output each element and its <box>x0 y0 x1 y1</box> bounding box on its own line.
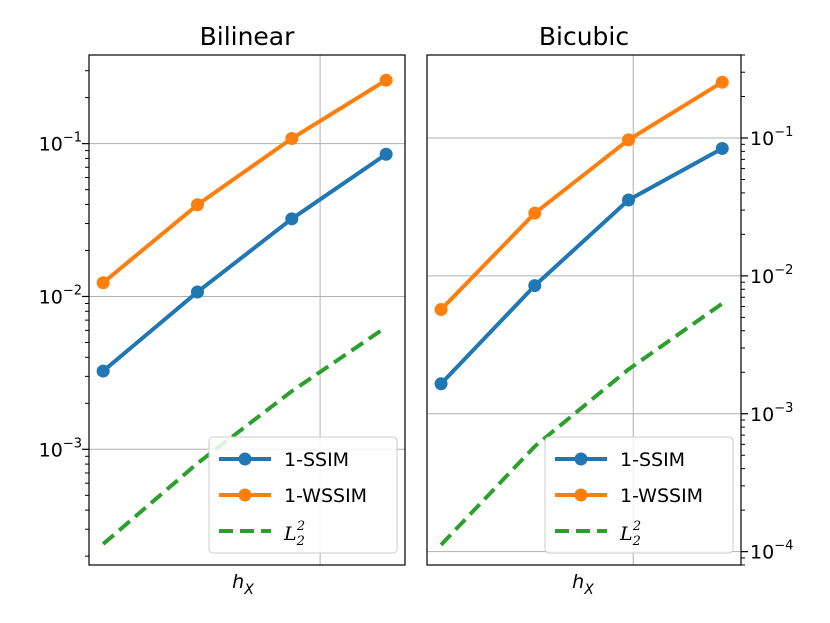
data-point <box>96 276 110 290</box>
legend-label-ssim: 1-SSIM <box>620 449 685 471</box>
data-point <box>622 133 636 147</box>
data-point <box>434 303 448 317</box>
legend-l2-sub: 2 <box>632 534 641 549</box>
legend-label-wssim: 1-WSSIM <box>284 485 367 507</box>
data-point <box>434 377 448 391</box>
legend-l2-sub: 2 <box>296 534 305 549</box>
axes-frame <box>426 54 742 566</box>
legend-l2-sup: 2 <box>632 519 641 534</box>
legend-l2-sup: 2 <box>296 519 305 534</box>
legend-box <box>208 436 398 554</box>
legend-marker <box>574 488 588 502</box>
data-point <box>528 206 542 220</box>
tick-exponent: −2 <box>63 283 82 298</box>
data-point <box>715 75 729 89</box>
chart-title: Bilinear <box>200 22 296 51</box>
data-point <box>285 212 299 226</box>
legend-l2-base: L <box>619 523 633 545</box>
legend-l2-base: L <box>283 523 297 545</box>
y-tick-label: 10−1 <box>750 125 793 150</box>
data-point <box>379 147 393 161</box>
legend-box <box>544 436 734 554</box>
tick-base: 10 <box>39 286 63 308</box>
data-point <box>622 193 636 207</box>
x-label-sub: X <box>243 582 254 598</box>
x-axis-label: hX <box>232 571 254 598</box>
legend-label-ssim: 1-SSIM <box>284 449 349 471</box>
tick-exponent: −1 <box>774 125 793 140</box>
series-line-l2 <box>101 325 388 546</box>
data-point <box>715 141 729 155</box>
legend-marker <box>238 488 252 502</box>
tick-base: 10 <box>39 134 63 156</box>
axes-frame <box>88 54 406 566</box>
data-point <box>285 132 299 146</box>
tick-exponent: −3 <box>63 436 82 451</box>
tick-base: 10 <box>750 404 774 426</box>
x-label-base: h <box>572 571 584 593</box>
y-tick-label: 10−2 <box>39 283 82 308</box>
tick-exponent: −2 <box>774 263 793 278</box>
series-line-ssim <box>101 152 388 373</box>
series-line-wssim <box>439 80 724 311</box>
series-line-ssim <box>439 146 724 386</box>
legend-marker <box>574 452 588 466</box>
data-point <box>528 279 542 293</box>
tick-base: 10 <box>750 542 774 564</box>
series-line-wssim <box>101 78 388 285</box>
y-tick-label: 10−3 <box>750 401 793 426</box>
y-tick-label: 10−3 <box>39 436 82 461</box>
tick-exponent: −3 <box>774 401 793 416</box>
y-tick-label: 10−4 <box>750 539 793 564</box>
tick-exponent: −4 <box>774 539 793 554</box>
legend-label-l2: L22 <box>619 519 641 549</box>
data-point <box>379 73 393 87</box>
data-point <box>190 285 204 299</box>
tick-base: 10 <box>750 266 774 288</box>
legend-label-l2: L22 <box>283 519 305 549</box>
x-label-sub: X <box>583 582 594 598</box>
x-axis-label: hX <box>572 571 594 598</box>
legend-label-wssim: 1-WSSIM <box>620 485 703 507</box>
x-label-base: h <box>232 571 244 593</box>
data-point <box>96 364 110 378</box>
y-tick-label: 10−1 <box>39 131 82 156</box>
tick-exponent: −1 <box>63 131 82 146</box>
y-tick-label: 10−2 <box>750 263 793 288</box>
panel-bicubic: 10−110−210−310−4BicubichX1-SSIM1-WSSIML2… <box>426 22 793 598</box>
tick-base: 10 <box>750 128 774 150</box>
legend-marker <box>238 452 252 466</box>
data-point <box>190 198 204 212</box>
series-line-l2 <box>439 301 724 547</box>
tick-base: 10 <box>39 439 63 461</box>
chart-title: Bicubic <box>539 22 629 51</box>
